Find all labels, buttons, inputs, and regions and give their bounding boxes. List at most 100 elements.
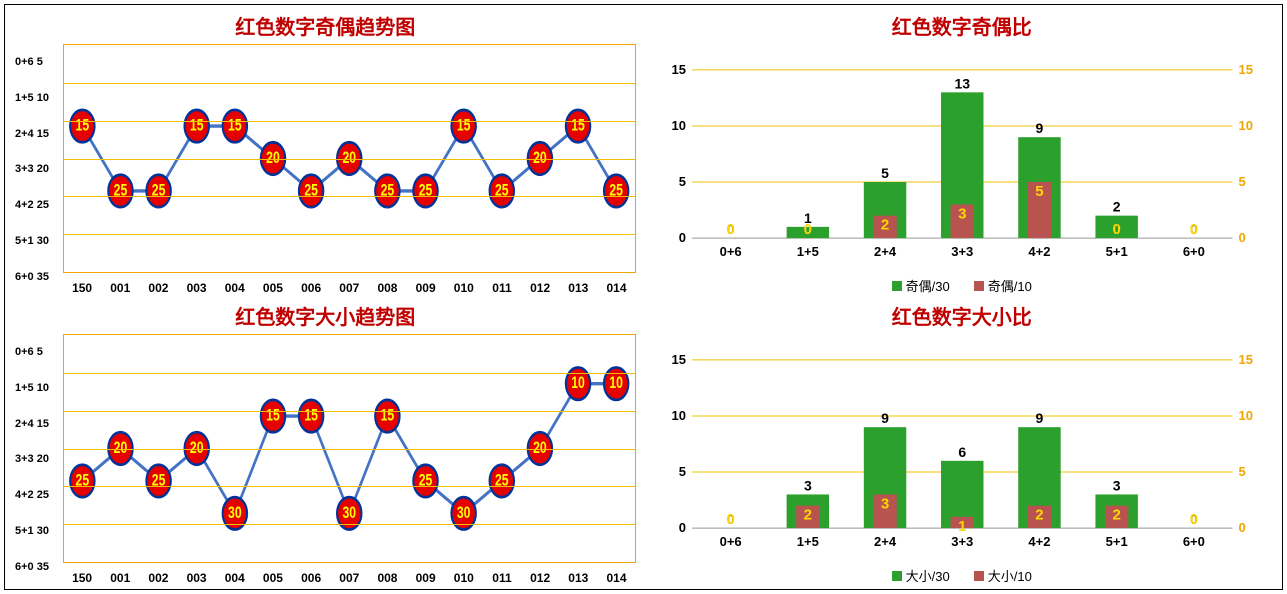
x-axis-label: 014 bbox=[597, 281, 635, 295]
svg-text:15: 15 bbox=[671, 62, 685, 77]
y-axis-label: 2+4 15 bbox=[15, 128, 61, 140]
bar-value-primary: 3 bbox=[1112, 477, 1120, 493]
panel-size-ratio: 红色数字大小比 0510150510150+6001+5322+4933+361… bbox=[646, 299, 1279, 585]
x-axis-label: 007 bbox=[330, 281, 368, 295]
legend-item: 奇偶/10 bbox=[974, 276, 1032, 295]
chart-title: 红色数字奇偶比 bbox=[892, 11, 1032, 40]
bar-svg: 0510150510150+6001+5322+4933+3614+2925+1… bbox=[652, 334, 1273, 564]
y-axis-label: 3+3 20 bbox=[15, 163, 61, 175]
bar-value-primary: 13 bbox=[954, 75, 970, 91]
bar-value-primary: 3 bbox=[803, 477, 811, 493]
x-axis-labels: 1500010020030040050060070080090100110120… bbox=[63, 563, 636, 585]
x-axis-label: 150 bbox=[63, 281, 101, 295]
svg-text:10: 10 bbox=[1238, 118, 1252, 133]
x-axis-label: 0+6 bbox=[719, 534, 741, 549]
x-axis-label: 003 bbox=[178, 571, 216, 585]
x-axis-label: 2+4 bbox=[874, 244, 897, 259]
chart-title: 红色数字大小趋势图 bbox=[235, 301, 415, 330]
data-point-label: 10 bbox=[609, 375, 623, 393]
x-axis-label: 008 bbox=[368, 281, 406, 295]
y-axis-label: 5+1 30 bbox=[15, 235, 61, 247]
chart-title: 红色数字大小比 bbox=[892, 301, 1032, 330]
x-axis-label: 006 bbox=[292, 571, 330, 585]
bar-value-secondary: 2 bbox=[1112, 507, 1120, 524]
svg-text:10: 10 bbox=[671, 118, 685, 133]
bar-value-secondary: 2 bbox=[1035, 507, 1043, 524]
bar-value-secondary: 2 bbox=[803, 507, 811, 524]
bar-value-secondary: 0 bbox=[1189, 221, 1197, 238]
bar-value-secondary: 0 bbox=[726, 221, 734, 238]
y-axis-labels: 0+6 51+5 102+4 153+3 204+2 255+1 306+0 3… bbox=[15, 44, 63, 295]
plot-area: 252025203015153015253025201010 bbox=[63, 334, 636, 563]
y-axis-label: 4+2 25 bbox=[15, 489, 61, 501]
svg-text:0: 0 bbox=[678, 230, 685, 245]
legend-swatch-red bbox=[974, 281, 984, 291]
dashboard-grid: 红色数字奇偶趋势图 0+6 51+5 102+4 153+3 204+2 255… bbox=[4, 4, 1283, 590]
bar-svg: 0510150510150+6001+5102+4523+31334+2955+… bbox=[652, 44, 1273, 274]
legend-label: 大小/30 bbox=[906, 566, 950, 585]
x-axis-label: 1+5 bbox=[796, 244, 818, 259]
legend-item: 大小/30 bbox=[892, 566, 950, 585]
svg-text:15: 15 bbox=[1238, 62, 1252, 77]
svg-text:10: 10 bbox=[1238, 408, 1252, 423]
legend-swatch-red bbox=[974, 571, 984, 581]
y-axis-label: 5+1 30 bbox=[15, 525, 61, 537]
line-chart-wrap: 0+6 51+5 102+4 153+3 204+2 255+1 306+0 3… bbox=[9, 44, 642, 295]
bar-value-secondary: 2 bbox=[880, 217, 888, 234]
legend-label: 奇偶/10 bbox=[988, 276, 1032, 295]
panel-oddeven-trend: 红色数字奇偶趋势图 0+6 51+5 102+4 153+3 204+2 255… bbox=[9, 9, 642, 295]
y-axis-label: 6+0 35 bbox=[15, 561, 61, 573]
y-axis-label: 1+5 10 bbox=[15, 92, 61, 104]
svg-text:15: 15 bbox=[671, 352, 685, 367]
x-axis-label: 1+5 bbox=[796, 534, 818, 549]
line-chart-wrap: 0+6 51+5 102+4 153+3 204+2 255+1 306+0 3… bbox=[9, 334, 642, 585]
legend-swatch-green bbox=[892, 281, 902, 291]
x-axis-label: 3+3 bbox=[951, 244, 973, 259]
x-axis-label: 013 bbox=[559, 281, 597, 295]
legend-swatch-green bbox=[892, 571, 902, 581]
data-point-label: 10 bbox=[571, 375, 585, 393]
legend: 奇偶/30 奇偶/10 bbox=[652, 274, 1273, 295]
svg-text:0: 0 bbox=[678, 520, 685, 535]
x-axis-label: 5+1 bbox=[1105, 534, 1127, 549]
svg-text:0: 0 bbox=[1238, 230, 1245, 245]
bar-value-secondary: 0 bbox=[1112, 221, 1120, 238]
svg-text:15: 15 bbox=[1238, 352, 1252, 367]
data-point-label: 30 bbox=[457, 504, 471, 522]
x-axis-label: 011 bbox=[483, 571, 521, 585]
x-axis-label: 0+6 bbox=[719, 244, 741, 259]
x-axis-label: 004 bbox=[216, 281, 254, 295]
x-axis-label: 006 bbox=[292, 281, 330, 295]
x-axis-label: 007 bbox=[330, 571, 368, 585]
x-axis-label: 009 bbox=[407, 281, 445, 295]
x-axis-label: 003 bbox=[178, 281, 216, 295]
legend-label: 奇偶/30 bbox=[906, 276, 950, 295]
data-point-label: 30 bbox=[342, 504, 356, 522]
x-axis-label: 011 bbox=[483, 281, 521, 295]
y-axis-label: 0+6 5 bbox=[15, 56, 61, 68]
x-axis-label: 002 bbox=[139, 571, 177, 585]
x-axis-label: 012 bbox=[521, 281, 559, 295]
x-axis-label: 3+3 bbox=[951, 534, 973, 549]
x-axis-label: 008 bbox=[368, 571, 406, 585]
bar-value-primary: 9 bbox=[881, 410, 889, 426]
panel-size-trend: 红色数字大小趋势图 0+6 51+5 102+4 153+3 204+2 255… bbox=[9, 299, 642, 585]
x-axis-label: 004 bbox=[216, 571, 254, 585]
y-axis-label: 3+3 20 bbox=[15, 453, 61, 465]
svg-text:5: 5 bbox=[1238, 174, 1245, 189]
x-axis-label: 4+2 bbox=[1028, 534, 1050, 549]
y-axis-labels: 0+6 51+5 102+4 153+3 204+2 255+1 306+0 3… bbox=[15, 334, 63, 585]
x-axis-label: 005 bbox=[254, 571, 292, 585]
svg-text:5: 5 bbox=[678, 174, 685, 189]
bar-value-primary: 6 bbox=[958, 444, 966, 460]
legend-item: 奇偶/30 bbox=[892, 276, 950, 295]
x-axis-label: 012 bbox=[521, 571, 559, 585]
x-axis-label: 6+0 bbox=[1182, 244, 1204, 259]
bar-chart-wrap: 0510150510150+6001+5102+4523+31334+2955+… bbox=[646, 44, 1279, 295]
x-axis-label: 013 bbox=[559, 571, 597, 585]
bar-value-primary: 5 bbox=[881, 165, 889, 181]
svg-text:10: 10 bbox=[671, 408, 685, 423]
y-axis-label: 2+4 15 bbox=[15, 418, 61, 430]
panel-oddeven-ratio: 红色数字奇偶比 0510150510150+6001+5102+4523+313… bbox=[646, 9, 1279, 295]
x-axis-label: 001 bbox=[101, 571, 139, 585]
